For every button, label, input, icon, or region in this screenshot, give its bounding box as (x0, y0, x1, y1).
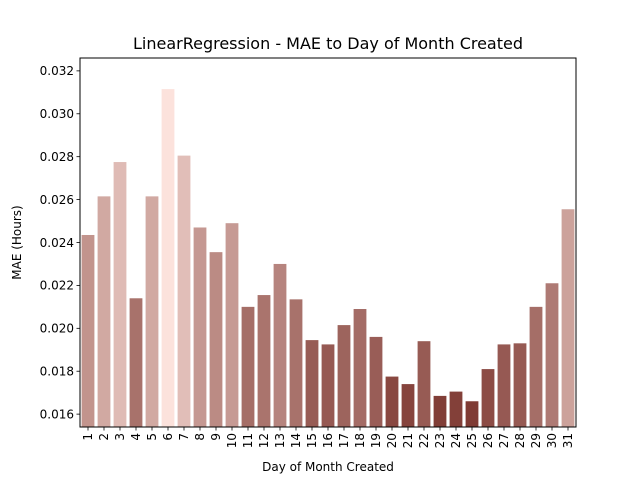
x-tick-label: 31 (561, 433, 575, 448)
x-axis-label: Day of Month Created (262, 460, 394, 474)
bar-day-31 (561, 209, 575, 427)
x-tick-label: 17 (337, 433, 351, 448)
bar-day-13 (273, 263, 287, 427)
bar-day-22 (417, 341, 431, 427)
x-tick-label: 29 (529, 433, 543, 448)
bar-day-17 (337, 325, 351, 427)
bar-day-10 (225, 223, 239, 427)
x-tick-label: 20 (385, 433, 399, 448)
x-tick-label: 24 (449, 433, 463, 448)
x-tick-label: 25 (465, 433, 479, 448)
y-tick-label: 0.030 (40, 107, 74, 121)
bar-day-23 (433, 395, 447, 427)
x-tick-label: 21 (401, 433, 415, 448)
bar-day-27 (497, 344, 511, 427)
bar-day-29 (529, 306, 543, 427)
bar-day-11 (241, 306, 255, 427)
bar-day-1 (81, 234, 95, 427)
bar-day-8 (193, 227, 207, 427)
bar-day-19 (369, 336, 383, 427)
y-axis: 0.016 0.018 0.020 0.022 0.024 0.026 0.028 0.030… (40, 64, 80, 421)
x-tick-label: 7 (177, 433, 191, 441)
bar-day-24 (449, 391, 463, 427)
x-tick-label: 26 (481, 433, 495, 448)
chart-title: LinearRegression - MAE to Day of Month C… (133, 34, 523, 53)
bar-day-6 (161, 89, 175, 428)
x-tick-label: 23 (433, 433, 447, 448)
x-tick-label: 2 (97, 433, 111, 441)
x-tick-label: 4 (129, 433, 143, 441)
bar-day-26 (481, 369, 495, 427)
y-tick-label: 0.028 (40, 150, 74, 164)
y-tick-label: 0.020 (40, 322, 74, 336)
bar-day-9 (209, 252, 223, 427)
bar-day-20 (385, 376, 399, 427)
x-tick-label: 14 (289, 433, 303, 448)
bar-day-28 (513, 343, 527, 427)
x-tick-label: 12 (257, 433, 271, 448)
x-tick-label: 22 (417, 433, 431, 448)
y-axis-label: MAE (Hours) (10, 205, 24, 279)
x-tick-label: 1 (81, 433, 95, 441)
y-tick-label: 0.016 (40, 407, 74, 421)
x-tick-label: 6 (161, 433, 175, 441)
plot-area (81, 89, 575, 428)
x-tick-label: 30 (545, 433, 559, 448)
bar-day-21 (401, 384, 415, 427)
bar-day-15 (305, 340, 319, 427)
x-tick-label: 16 (321, 433, 335, 448)
x-tick-label: 10 (225, 433, 239, 448)
x-tick-label: 28 (513, 433, 527, 448)
x-tick-label: 27 (497, 433, 511, 448)
bar-day-4 (129, 298, 143, 427)
x-axis: 1 2 3 4 5 6 7 8 9 10 11 12 13 14 15 16 17 18 19 20 21 22 23 24 2… (81, 427, 575, 448)
x-tick-label: 9 (209, 433, 223, 441)
y-tick-label: 0.018 (40, 365, 74, 379)
bar-day-25 (465, 401, 479, 427)
x-tick-label: 8 (193, 433, 207, 441)
bar-day-30 (545, 283, 559, 427)
bar-day-5 (145, 196, 159, 427)
y-tick-label: 0.022 (40, 279, 74, 293)
bar-day-16 (321, 344, 335, 427)
y-tick-label: 0.026 (40, 193, 74, 207)
x-tick-label: 13 (273, 433, 287, 448)
bar-day-3 (113, 162, 127, 428)
x-tick-label: 18 (353, 433, 367, 448)
bar-day-14 (289, 299, 303, 427)
bar-day-18 (353, 309, 367, 427)
bar-day-2 (97, 196, 111, 427)
x-tick-label: 3 (113, 433, 127, 441)
x-tick-label: 5 (145, 433, 159, 441)
x-tick-label: 19 (369, 433, 383, 448)
bar-day-7 (177, 155, 191, 428)
x-tick-label: 11 (241, 433, 255, 448)
bar-day-12 (257, 295, 271, 427)
x-tick-label: 15 (305, 433, 319, 448)
y-tick-label: 0.032 (40, 64, 74, 78)
y-tick-label: 0.024 (40, 236, 74, 250)
